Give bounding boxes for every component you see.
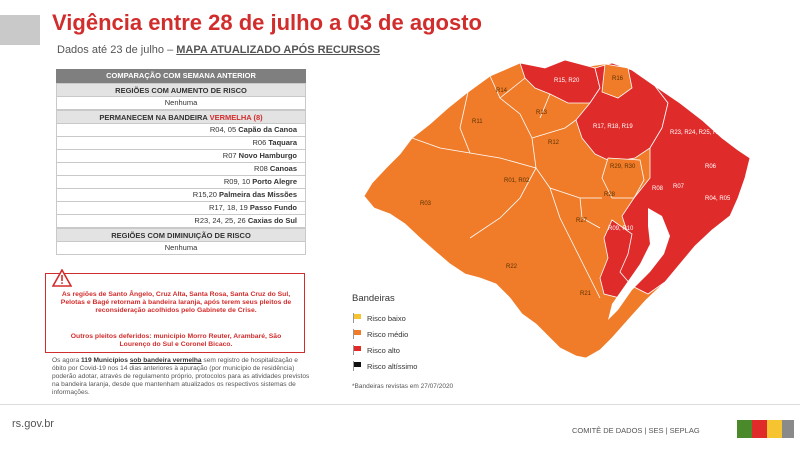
table-row: R07 Novo Hamburgo: [56, 150, 306, 163]
map-label: R04, R05: [705, 196, 731, 202]
row-city: Taquara: [268, 138, 297, 147]
header-accent-bar: [0, 15, 40, 45]
legend-note: *Bandeiras revistas em 27/07/2020: [352, 383, 454, 390]
map-label: R29, R30: [610, 164, 636, 170]
legend: Bandeiras Risco baixo Risco médio Risco …: [352, 293, 417, 374]
table-row: R08 Canoas: [56, 163, 306, 176]
row-city: Canoas: [269, 164, 297, 173]
row-codes: R17, 18, 19: [209, 203, 248, 212]
map-label: R16: [612, 76, 624, 82]
map-label: R01, R02: [504, 178, 530, 184]
remain-title-prefix: PERMANECEM NA BANDEIRA: [99, 113, 208, 122]
rs-risk-map: R15, R20 R16 R14 R13 R11 R12 R17, R18, R…: [363, 59, 751, 359]
note-count: 119 Municípios: [80, 357, 128, 364]
remain-title: PERMANECEM NA BANDEIRA VERMELHA (8): [56, 110, 306, 124]
page-title: Vigência entre 28 de julho a 03 de agost…: [52, 10, 482, 35]
decrease-title: REGIÕES COM DIMINUIÇÃO DE RISCO: [56, 228, 306, 242]
row-codes: R23, 24, 25, 26: [194, 216, 246, 225]
remain-title-flag: VERMELHA (8): [209, 113, 263, 122]
table-row: R04, 05 Capão da Canoa: [56, 124, 306, 137]
row-codes: R06: [252, 138, 267, 147]
map-label: R08: [652, 186, 664, 192]
map-label: R15, R20: [554, 78, 580, 84]
flag-yellow-icon: [353, 313, 361, 323]
note-prefix: Os agora: [52, 357, 80, 364]
warning-icon: [52, 269, 72, 287]
footer-credits: COMITÊ DE DADOS | SES | SEPLAG: [572, 426, 700, 435]
note-body: sem registro de hospitalização e óbito p…: [52, 357, 310, 396]
flag-orange-icon: [353, 329, 361, 339]
subtitle-date: Dados até 23 de julho –: [57, 44, 174, 56]
row-codes: R04, 05: [209, 125, 237, 134]
remain-rows: R04, 05 Capão da Canoa R06 Taquara R07 N…: [56, 124, 306, 228]
comparison-table: COMPARAÇÃO COM SEMANA ANTERIOR REGIÕES C…: [56, 69, 306, 255]
map-label: R14: [496, 88, 508, 94]
row-codes: R07: [222, 151, 237, 160]
row-city: Caxias do Sul: [247, 216, 297, 225]
table-row: R23, 24, 25, 26 Caxias do Sul: [56, 215, 306, 228]
map-label: R06: [705, 164, 717, 170]
decrease-value: Nenhuma: [56, 242, 306, 255]
row-city: Capão da Canoa: [238, 125, 297, 134]
increase-title: REGIÕES COM AUMENTO DE RISCO: [56, 83, 306, 97]
flag-black-icon: [353, 361, 361, 371]
page-subtitle: Dados até 23 de julho – MAPA ATUALIZADO …: [57, 44, 380, 56]
legend-label: Risco baixo: [367, 313, 406, 323]
updated-map-link[interactable]: MAPA ATUALIZADO APÓS RECURSOS: [176, 44, 380, 56]
map-label: R21: [580, 291, 592, 297]
table-header: COMPARAÇÃO COM SEMANA ANTERIOR: [56, 69, 306, 83]
rs-flag-gray: [782, 420, 794, 438]
legend-title: Bandeiras: [352, 293, 395, 304]
row-city: Novo Hamburgo: [238, 151, 297, 160]
map-label: R12: [548, 140, 560, 146]
map-label: R22: [506, 264, 518, 270]
rs-flag-red: [752, 420, 768, 438]
warning-box: As regiões de Santo Ângelo, Cruz Alta, S…: [45, 269, 305, 353]
row-codes: R15,20: [192, 190, 217, 199]
map-label: R11: [472, 119, 483, 125]
legend-label: Risco médio: [367, 329, 409, 339]
map-label: R07: [673, 184, 685, 190]
site-link[interactable]: rs.gov.br: [12, 418, 54, 430]
map-label: R27: [576, 218, 588, 224]
increase-value: Nenhuma: [56, 97, 306, 110]
legend-item-high: Risco alto: [352, 342, 417, 358]
table-row: R06 Taquara: [56, 137, 306, 150]
table-row: R09, 10 Porto Alegre: [56, 176, 306, 189]
map-label: R09, R10: [608, 226, 634, 232]
legend-item-medium: Risco médio: [352, 326, 417, 342]
table-row: R15,20 Palmeira das Missões: [56, 189, 306, 202]
legend-label: Risco alto: [367, 345, 400, 355]
row-city: Porto Alegre: [252, 177, 297, 186]
map-label: R13: [536, 110, 548, 116]
map-label: R28: [604, 192, 616, 198]
row-city: Passo Fundo: [249, 203, 297, 212]
table-row: R17, 18, 19 Passo Fundo: [56, 202, 306, 215]
region-borders: [411, 75, 602, 299]
legend-item-low: Risco baixo: [352, 310, 417, 326]
row-codes: R09, 10: [223, 177, 251, 186]
legend-item-very-high: Risco altíssimo: [352, 358, 417, 374]
map-region-r29-r30: [601, 157, 645, 199]
map-lagoon: [608, 208, 670, 320]
legend-label: Risco altíssimo: [367, 361, 418, 371]
note-text: Os agora 119 Municípios sob bandeira ver…: [52, 357, 314, 397]
map-label: R17, R18, R19: [593, 124, 633, 130]
rs-flag-green: [737, 420, 753, 438]
flag-red-icon: [353, 345, 361, 355]
map-label: R03: [420, 201, 432, 207]
rs-flag-yellow: [767, 420, 783, 438]
map-region-r17-r18-r19: [575, 62, 669, 163]
row-codes: R08: [254, 164, 268, 173]
map-region-r16: [601, 63, 633, 99]
row-city: Palmeira das Missões: [219, 190, 297, 199]
map-label: R23, R24, R25, R26: [670, 130, 725, 136]
note-flag: sob bandeira vermelha: [129, 357, 202, 364]
warning-text: As regiões de Santo Ângelo, Cruz Alta, S…: [60, 291, 292, 314]
warning-text-other: Outros pleitos deferidos: município Morr…: [70, 333, 282, 348]
footer-divider: [0, 404, 800, 405]
